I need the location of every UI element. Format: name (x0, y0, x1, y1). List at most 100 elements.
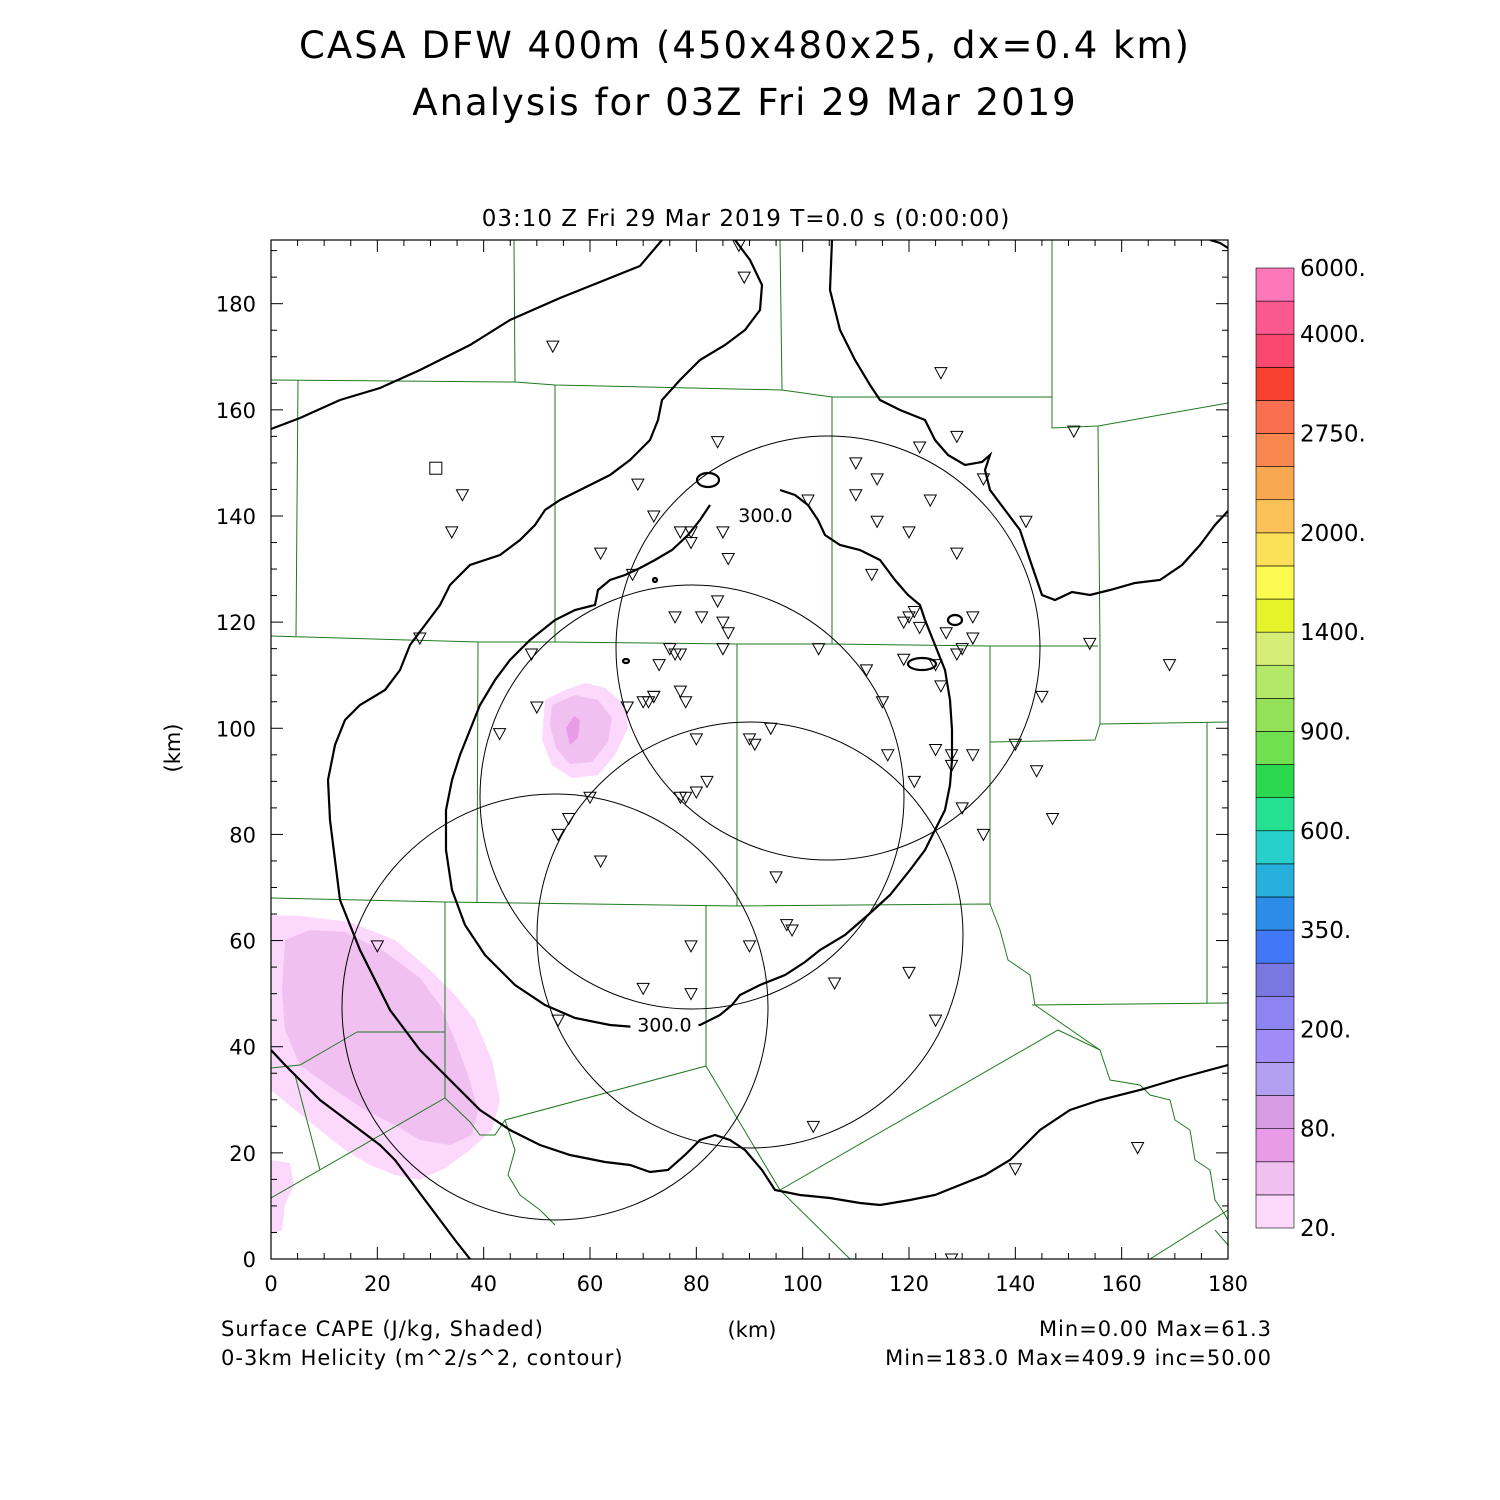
station-marker (636, 696, 651, 709)
title-line-2: Analysis for 03Z Fri 29 Mar 2019 (412, 81, 1077, 124)
colorbar-swatch (1255, 962, 1295, 997)
y-tick-label: 40 (229, 1036, 256, 1060)
x-tick-label: 40 (470, 1272, 497, 1296)
station-marker (1035, 690, 1049, 704)
y-axis-label: (km) (161, 723, 185, 772)
x-tick-label: 80 (683, 1272, 710, 1296)
station-marker (684, 526, 698, 539)
colorbar-swatch (1255, 499, 1295, 534)
station-marker (684, 988, 698, 1001)
contour-label: 300.0 (738, 505, 792, 527)
helicity-contour-300-inner (444, 488, 954, 1029)
x-tick-label: 160 (1102, 1272, 1142, 1296)
station-marker (625, 568, 640, 582)
station-marker (1066, 425, 1081, 439)
footer-helicity-minmax: Min=183.0 Max=409.9 inc=50.00 (885, 1346, 1272, 1370)
colorbar-swatch (1255, 929, 1295, 964)
x-tick-labels: 0 20 40 60 80 100 120 140 160 180 (264, 1272, 1248, 1296)
station-marker (950, 430, 964, 444)
colorbar-swatch (1255, 267, 1295, 302)
helicity-contour-northwest (271, 240, 663, 431)
y-tick-label: 160 (216, 399, 256, 423)
station-marker (870, 473, 884, 486)
colorbar-swatch (1255, 698, 1295, 732)
station-marker (976, 473, 991, 486)
colorbar-swatch (1255, 764, 1295, 798)
x-tick-label: 180 (1208, 1272, 1248, 1296)
station-marker (944, 749, 959, 762)
x-tick-label: 0 (264, 1272, 277, 1296)
station-marker (551, 828, 565, 842)
station-marker (785, 924, 799, 937)
station-marker (896, 616, 911, 630)
colorbar-swatch (1255, 1194, 1295, 1229)
station-marker (716, 643, 730, 656)
station-marker (684, 537, 698, 550)
cape-area-southwest-inner (282, 930, 478, 1145)
radar-ring-northeast (615, 435, 1041, 861)
colorbar-swatch (1255, 664, 1295, 699)
colorbar-label: 600. (1300, 819, 1351, 845)
colorbar-swatch (1255, 532, 1295, 567)
y-tick-labels: 0 20 40 60 80 100 120 140 160 180 (216, 293, 256, 1272)
plot-area: 300.0 300.0 (271, 240, 1228, 1259)
colorbar-swatch (1255, 631, 1295, 666)
station-marker (721, 552, 736, 566)
colorbar-swatch (1255, 300, 1295, 335)
station-marker (912, 441, 927, 455)
station-marker (763, 722, 778, 736)
colorbar-swatch (1255, 995, 1295, 1030)
station-marker (545, 340, 560, 354)
helicity-closed-contour-4 (621, 657, 631, 665)
station-marker (593, 547, 608, 561)
station-marker (689, 733, 704, 746)
colorbar-swatch (1255, 1095, 1295, 1129)
colorbar-swatch (1255, 1029, 1295, 1063)
station-markers (370, 240, 1177, 1259)
station-marker (716, 616, 730, 630)
colorbar-label: 80. (1300, 1117, 1337, 1143)
y-tick-label: 180 (216, 293, 256, 317)
station-marker (928, 1014, 943, 1028)
cape-shading (271, 683, 628, 1235)
station-marker (636, 982, 651, 996)
helicity-closed-contour-2 (946, 613, 964, 627)
station-marker (806, 1120, 821, 1134)
station-marker (593, 855, 608, 868)
station-marker (678, 696, 693, 709)
valid-time-subtitle: 03:10 Z Fri 29 Mar 2019 T=0.0 s (0:00:00… (482, 206, 1011, 232)
helicity-contour-north-loop (828, 240, 1228, 602)
station-marker (950, 547, 964, 561)
x-tick-label: 120 (889, 1272, 929, 1296)
y-tick-label: 0 (243, 1248, 256, 1272)
colorbar-label: 1400. (1300, 620, 1366, 646)
station-marker (673, 791, 688, 805)
station-marker (673, 685, 688, 699)
colorbar-label: 900. (1300, 719, 1351, 745)
station-marker (529, 701, 544, 715)
station-marker (652, 659, 666, 672)
colorbar-swatch (1255, 1161, 1295, 1196)
station-marker (902, 966, 916, 980)
cape-colorbar (1255, 267, 1295, 1229)
station-marker (444, 526, 459, 539)
station-marker (965, 611, 980, 624)
station-marker (934, 367, 948, 380)
colorbar-swatch (1255, 797, 1295, 832)
station-marker (742, 940, 757, 953)
helicity-contour-300-main (326, 240, 1228, 1207)
station-marker (955, 802, 970, 815)
station-marker (1162, 659, 1177, 672)
colorbar-swatch (1255, 433, 1295, 467)
colorbar-swatch (1255, 367, 1295, 401)
station-marker (551, 1014, 565, 1028)
station-marker (1045, 812, 1060, 826)
helicity-closed-contour-3 (906, 656, 938, 672)
station-marker (673, 526, 688, 539)
helicity-closed-contour-1 (695, 471, 721, 489)
contour-label-bg (630, 1012, 699, 1035)
helicity-contour-northeast-corner (1209, 240, 1228, 249)
station-marker (694, 611, 709, 624)
colorbar-swatch (1255, 333, 1295, 368)
